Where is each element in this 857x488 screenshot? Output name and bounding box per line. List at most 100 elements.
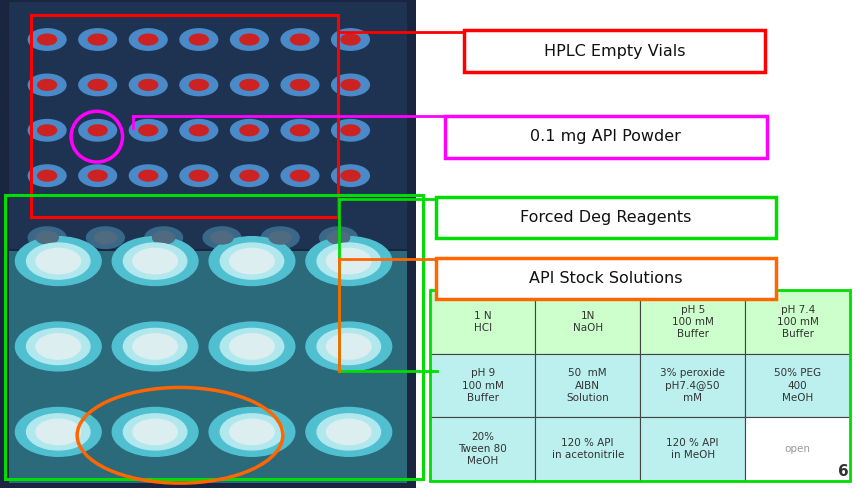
- Circle shape: [220, 328, 284, 365]
- Circle shape: [94, 231, 117, 244]
- FancyBboxPatch shape: [535, 354, 640, 417]
- Circle shape: [139, 80, 158, 90]
- Circle shape: [28, 29, 66, 50]
- Circle shape: [332, 165, 369, 186]
- Circle shape: [123, 328, 187, 365]
- Circle shape: [189, 80, 208, 90]
- Circle shape: [230, 419, 274, 445]
- Circle shape: [209, 407, 295, 456]
- Circle shape: [231, 120, 268, 141]
- FancyBboxPatch shape: [745, 354, 850, 417]
- Circle shape: [28, 165, 66, 186]
- Circle shape: [341, 170, 360, 181]
- FancyBboxPatch shape: [535, 417, 640, 481]
- Circle shape: [327, 231, 350, 244]
- Circle shape: [27, 414, 90, 450]
- Circle shape: [209, 322, 295, 371]
- FancyBboxPatch shape: [0, 0, 416, 488]
- FancyBboxPatch shape: [9, 2, 407, 249]
- Text: 1 N
HCl: 1 N HCl: [474, 311, 492, 333]
- Circle shape: [145, 227, 183, 248]
- FancyBboxPatch shape: [745, 417, 850, 481]
- Circle shape: [38, 34, 57, 45]
- Text: 20%
Tween 80
MeOH: 20% Tween 80 MeOH: [458, 431, 507, 467]
- Circle shape: [180, 120, 218, 141]
- Circle shape: [306, 322, 392, 371]
- Text: open: open: [785, 444, 811, 454]
- Circle shape: [341, 80, 360, 90]
- Circle shape: [230, 248, 274, 274]
- Circle shape: [180, 74, 218, 96]
- Circle shape: [291, 80, 309, 90]
- Circle shape: [112, 407, 198, 456]
- FancyBboxPatch shape: [640, 417, 745, 481]
- Circle shape: [291, 34, 309, 45]
- Circle shape: [231, 74, 268, 96]
- Text: 6: 6: [837, 464, 848, 479]
- Circle shape: [79, 74, 117, 96]
- Circle shape: [327, 248, 371, 274]
- Circle shape: [203, 227, 241, 248]
- Text: pH 5
100 mM
Buffer: pH 5 100 mM Buffer: [672, 305, 714, 340]
- FancyBboxPatch shape: [464, 30, 765, 72]
- Circle shape: [189, 34, 208, 45]
- Circle shape: [320, 227, 357, 248]
- Circle shape: [153, 231, 175, 244]
- Circle shape: [123, 243, 187, 279]
- Text: 3% peroxide
pH7.4@50
mM: 3% peroxide pH7.4@50 mM: [660, 368, 725, 403]
- Circle shape: [281, 120, 319, 141]
- Text: 1N
NaOH: 1N NaOH: [572, 311, 602, 333]
- Circle shape: [88, 125, 107, 136]
- Circle shape: [88, 80, 107, 90]
- Circle shape: [220, 414, 284, 450]
- Circle shape: [332, 29, 369, 50]
- Circle shape: [133, 419, 177, 445]
- Circle shape: [15, 237, 101, 285]
- Circle shape: [291, 170, 309, 181]
- FancyBboxPatch shape: [430, 290, 535, 354]
- Circle shape: [341, 34, 360, 45]
- Circle shape: [230, 334, 274, 359]
- FancyBboxPatch shape: [745, 290, 850, 354]
- Circle shape: [88, 34, 107, 45]
- Circle shape: [231, 165, 268, 186]
- Text: pH 7.4
100 mM
Buffer: pH 7.4 100 mM Buffer: [776, 305, 818, 340]
- Circle shape: [36, 248, 81, 274]
- FancyBboxPatch shape: [430, 354, 535, 417]
- Circle shape: [38, 170, 57, 181]
- Text: API Stock Solutions: API Stock Solutions: [529, 271, 683, 285]
- FancyBboxPatch shape: [535, 290, 640, 354]
- Circle shape: [139, 170, 158, 181]
- Circle shape: [317, 414, 381, 450]
- Circle shape: [306, 407, 392, 456]
- Circle shape: [129, 165, 167, 186]
- Circle shape: [36, 419, 81, 445]
- FancyBboxPatch shape: [640, 354, 745, 417]
- FancyBboxPatch shape: [640, 290, 745, 354]
- Circle shape: [231, 29, 268, 50]
- Circle shape: [112, 322, 198, 371]
- Circle shape: [240, 34, 259, 45]
- Circle shape: [79, 120, 117, 141]
- Circle shape: [28, 74, 66, 96]
- Circle shape: [28, 120, 66, 141]
- Circle shape: [261, 227, 299, 248]
- Circle shape: [38, 80, 57, 90]
- Circle shape: [133, 334, 177, 359]
- Circle shape: [79, 165, 117, 186]
- Circle shape: [332, 74, 369, 96]
- Circle shape: [180, 165, 218, 186]
- Circle shape: [291, 125, 309, 136]
- Circle shape: [129, 120, 167, 141]
- Circle shape: [123, 414, 187, 450]
- FancyBboxPatch shape: [9, 251, 407, 483]
- Circle shape: [27, 328, 90, 365]
- Circle shape: [15, 322, 101, 371]
- Circle shape: [281, 74, 319, 96]
- Text: 120 % API
in MeOH: 120 % API in MeOH: [667, 438, 719, 460]
- Circle shape: [38, 125, 57, 136]
- Circle shape: [129, 29, 167, 50]
- Circle shape: [129, 74, 167, 96]
- Text: pH 9
100 mM
Buffer: pH 9 100 mM Buffer: [462, 368, 504, 403]
- Circle shape: [139, 34, 158, 45]
